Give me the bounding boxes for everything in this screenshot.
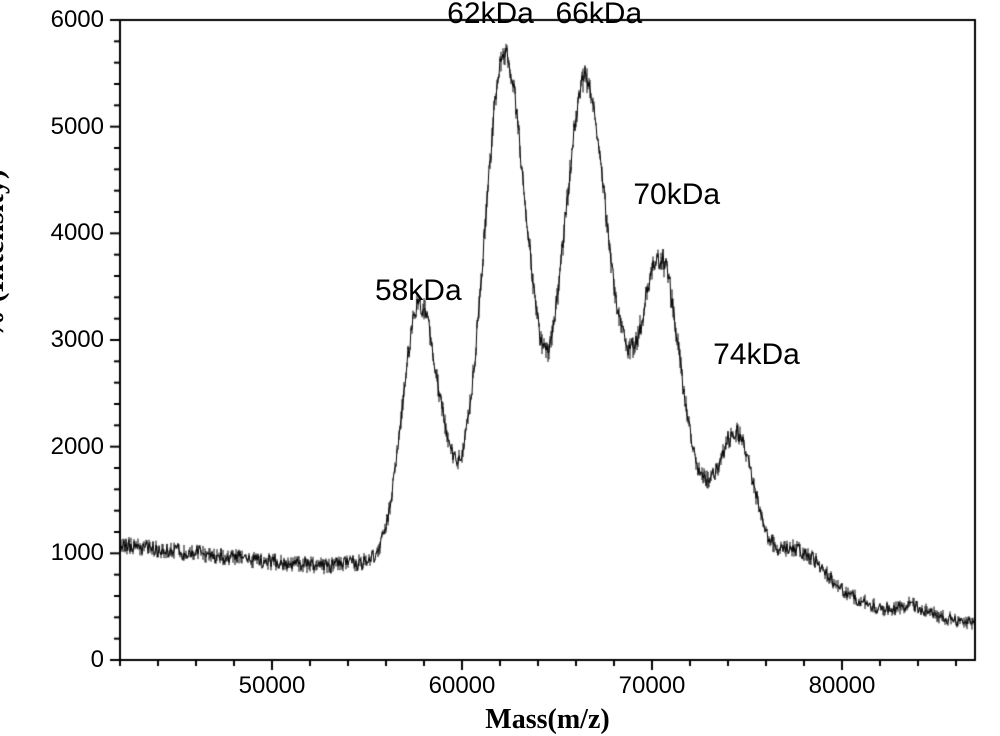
mass-spectrum-chart: Mass(m/z) % (Intensity) 5000060000700008… [0, 0, 1000, 736]
peak-label: 70kDa [633, 178, 720, 212]
x-tick-label: 80000 [809, 672, 876, 700]
y-tick-label: 6000 [51, 6, 104, 34]
y-tick-label: 5000 [51, 113, 104, 141]
peak-label: 62kDa [447, 0, 534, 31]
x-axis-label: Mass(m/z) [485, 704, 609, 736]
y-tick-label: 1000 [51, 539, 104, 567]
y-tick-label: 0 [91, 646, 104, 674]
x-tick-label: 60000 [429, 672, 496, 700]
y-tick-label: 3000 [51, 326, 104, 354]
y-tick-label: 4000 [51, 219, 104, 247]
y-axis-label: % (Intensity) [0, 169, 11, 340]
peak-label: 66kDa [555, 0, 642, 31]
peak-label: 58kDa [375, 274, 462, 308]
peak-label: 74kDa [713, 338, 800, 372]
y-tick-label: 2000 [51, 433, 104, 461]
chart-canvas [0, 0, 1000, 736]
x-tick-label: 50000 [239, 672, 306, 700]
x-tick-label: 70000 [619, 672, 686, 700]
